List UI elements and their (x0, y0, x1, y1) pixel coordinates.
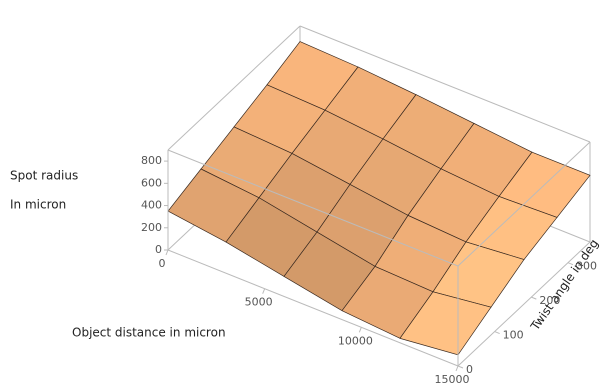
z-tick-label: 200 (141, 221, 162, 234)
y-tick (494, 331, 500, 335)
box-edge (457, 141, 591, 267)
y-tick-label: 200 (539, 294, 560, 307)
z-tick-label: 600 (141, 176, 162, 189)
x-tick (262, 288, 266, 294)
y-axis-label: Twist angle in deg (527, 237, 601, 334)
surface-patch (399, 291, 492, 356)
y-tick-label: 100 (503, 329, 524, 342)
z-axis-label: In micron (10, 198, 66, 212)
x-tick-label: 5000 (245, 296, 273, 309)
x-tick-label: 15000 (435, 373, 470, 385)
box-edge (167, 25, 301, 151)
box-edge (299, 25, 591, 143)
y-tick-label: 300 (576, 260, 597, 273)
box-edge (167, 249, 459, 367)
x-tick-label: 0 (159, 257, 166, 270)
y-tick (567, 262, 574, 266)
y-tick (457, 365, 464, 369)
z-tick-label: 400 (141, 199, 162, 212)
z-axis-label: Spot radius (10, 169, 78, 183)
y-tick-label: 0 (466, 363, 473, 376)
y-tick (531, 296, 537, 300)
z-tick-label: 800 (141, 154, 162, 167)
x-tick (358, 327, 362, 333)
x-tick (455, 365, 459, 372)
z-tick-label: 0 (155, 243, 162, 256)
x-tick (165, 249, 169, 256)
surface (167, 41, 591, 356)
x-tick-label: 10000 (338, 334, 373, 347)
box-edge (167, 149, 459, 267)
x-axis-label: Object distance in micron (72, 326, 226, 340)
